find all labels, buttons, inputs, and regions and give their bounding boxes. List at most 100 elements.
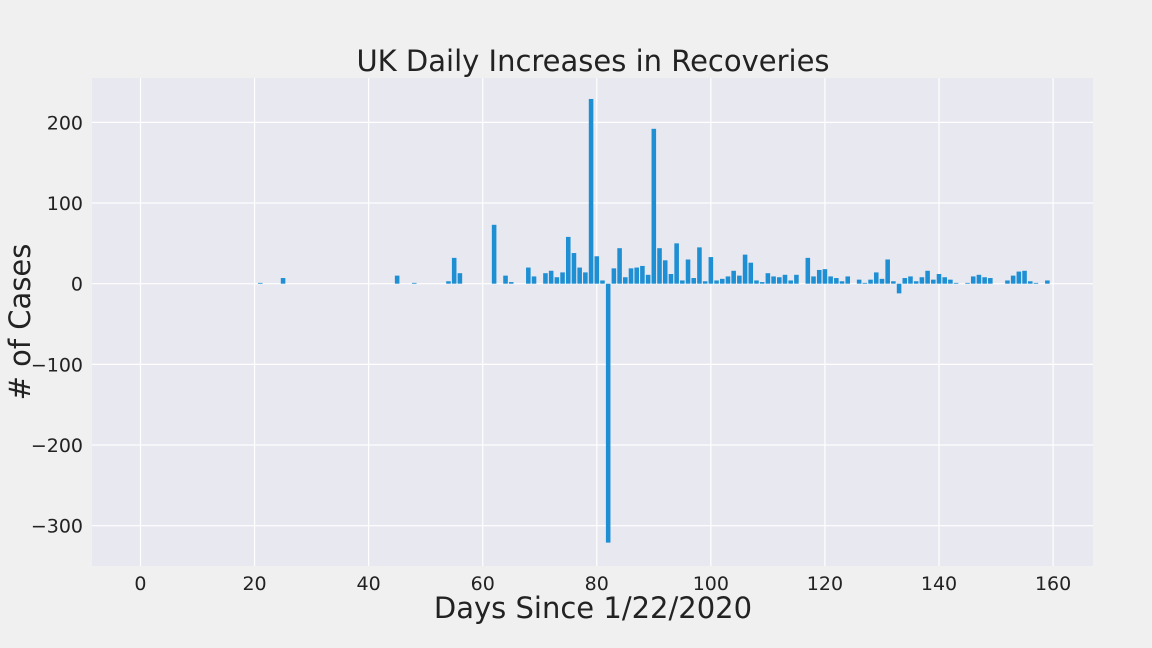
bar	[965, 282, 970, 284]
bar	[571, 253, 577, 284]
bar	[1022, 270, 1027, 284]
bar	[411, 282, 417, 284]
y-axis-title: # of Cases	[3, 244, 37, 401]
bar	[948, 279, 953, 284]
x-tick-label: 20	[242, 573, 266, 595]
bar	[896, 283, 902, 294]
bar	[970, 276, 976, 284]
bar	[531, 276, 537, 284]
bar	[554, 277, 560, 284]
bar	[942, 277, 947, 284]
bar	[657, 248, 662, 284]
bar	[257, 282, 263, 284]
x-tick-label: 0	[134, 573, 146, 595]
bar	[742, 254, 748, 284]
x-tick-label: 120	[807, 573, 843, 595]
bar	[623, 277, 628, 284]
x-tick-label: 60	[471, 573, 495, 595]
bars	[257, 98, 1050, 543]
bar	[560, 272, 565, 284]
bar	[651, 128, 657, 284]
bar	[1027, 281, 1033, 284]
bar	[936, 274, 942, 284]
bar	[925, 270, 930, 284]
bar	[754, 280, 759, 284]
bar	[856, 279, 862, 284]
bar	[280, 278, 286, 284]
bar	[548, 270, 554, 284]
bar	[719, 278, 725, 284]
bar	[640, 265, 645, 284]
bar	[828, 276, 833, 284]
x-tick-label: 80	[585, 573, 609, 595]
bar	[913, 281, 919, 284]
bar	[577, 267, 582, 284]
x-axis-title: Days Since 1/22/2020	[434, 591, 752, 625]
bar	[879, 278, 885, 284]
bar	[565, 236, 571, 284]
bar	[931, 279, 936, 284]
y-tick-label: 200	[47, 112, 83, 134]
bar	[748, 262, 754, 284]
bar	[988, 278, 993, 284]
bar	[765, 273, 771, 284]
y-tick-labels: −300 −200 −100 0 100 200	[31, 112, 83, 537]
x-tick-label: 140	[921, 573, 957, 595]
bar	[634, 267, 639, 284]
bar	[697, 247, 702, 284]
bar	[885, 259, 890, 284]
bar	[908, 276, 913, 284]
y-tick-label: −200	[31, 435, 83, 457]
bar	[737, 275, 742, 284]
bar	[691, 278, 697, 284]
bar	[457, 273, 463, 284]
bar	[725, 276, 731, 284]
bar	[834, 278, 839, 284]
bar	[543, 273, 548, 284]
bar	[868, 279, 873, 284]
bar	[982, 277, 987, 284]
bar	[617, 248, 622, 284]
bar	[891, 281, 896, 284]
bar	[594, 256, 600, 284]
bar	[394, 275, 400, 284]
y-tick-label: −300	[31, 516, 83, 538]
bar	[816, 269, 822, 284]
bar	[588, 98, 594, 284]
bar	[845, 276, 851, 284]
bar	[491, 224, 497, 284]
y-tick-label: 0	[71, 274, 83, 296]
bar	[953, 282, 959, 284]
bar	[600, 280, 605, 284]
bar	[919, 277, 925, 284]
y-tick-label: −100	[31, 354, 83, 376]
bar	[976, 274, 982, 284]
bar	[811, 276, 816, 284]
bar	[873, 272, 879, 284]
bar	[862, 282, 868, 284]
bar	[628, 268, 634, 284]
bar	[674, 243, 679, 284]
bar	[1045, 280, 1050, 284]
bar	[680, 280, 685, 284]
bar	[611, 268, 617, 284]
bar	[759, 282, 765, 284]
bar	[508, 282, 514, 284]
bar	[822, 269, 828, 284]
bar	[771, 276, 776, 284]
bar	[668, 274, 674, 284]
bar	[685, 259, 691, 284]
bar	[902, 278, 908, 284]
bar	[805, 257, 811, 284]
chart-title: UK Daily Increases in Recoveries	[356, 44, 829, 78]
bar	[446, 281, 451, 284]
x-tick-labels: 0 20 40 60 80 100 120 140 160	[134, 573, 1071, 595]
bar	[1016, 271, 1022, 284]
bar	[1033, 282, 1039, 284]
bar	[583, 272, 588, 284]
bar	[526, 267, 531, 284]
bar	[708, 257, 714, 284]
bar	[662, 260, 668, 284]
